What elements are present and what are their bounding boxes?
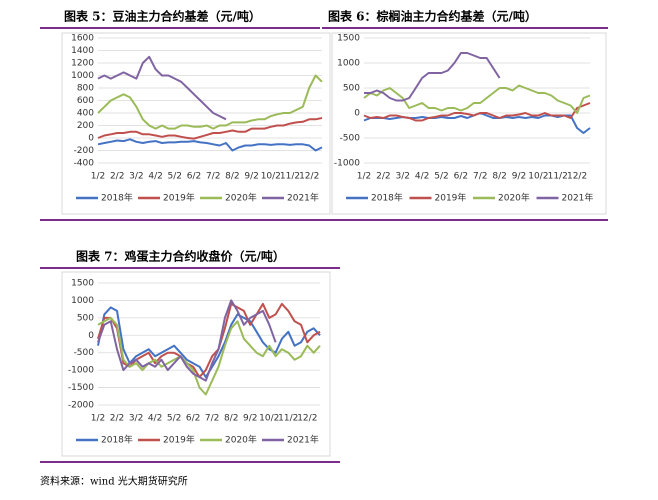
y-tick-label: 0 [88,134,94,144]
legend-label: 2019年 [163,434,195,446]
x-tick-label: 4/2 [148,414,162,424]
y-tick-label: -400 [74,159,95,169]
legend-label: 2021年 [287,434,319,446]
source: 资料来源：wind 光大期货研究所 [40,475,188,488]
x-tick-label: 1/2 [357,172,371,182]
x-tick-label: 1/2 [91,172,105,182]
x-tick-label: 9/2 [512,172,526,182]
x-tick-label: 5/2 [168,172,182,182]
x-tick-label: 3/2 [129,172,143,182]
legend-label: 2020年 [225,434,257,446]
x-tick-label: 6/2 [454,172,468,182]
y-tick-label: 1500 [71,279,94,289]
y-tick-label: -1500 [68,383,94,393]
series-line [97,117,323,140]
x-tick-label: 11/2 [280,172,300,182]
series-line [97,138,323,152]
series-line [363,102,591,122]
y-tick-label: -500 [340,134,361,144]
y-tick-label: 1200 [71,59,94,69]
y-tick-label: 1400 [71,46,94,56]
x-tick-label: 2/2 [110,172,124,182]
y-tick-label: 1500 [337,34,360,44]
x-tick-label: 9/2 [243,414,257,424]
chart-title: 图表 7：鸡蛋主力合约收盘价（元/吨） [76,249,285,264]
x-tick-label: 12/2 [299,172,319,182]
x-tick-label: 3/2 [396,172,410,182]
y-tick-label: 200 [77,121,94,131]
y-tick-label: 1600 [71,34,94,44]
y-tick-label: 0 [88,331,94,341]
y-tick-label: 600 [77,96,94,106]
y-tick-label: -200 [74,146,95,156]
legend-label: 2021年 [287,192,319,204]
x-tick-label: 6/2 [187,172,201,182]
legend-label: 2019年 [163,192,195,204]
x-tick-label: 5/2 [167,414,181,424]
y-tick-label: 1000 [337,59,360,69]
x-tick-label: 11/2 [278,414,298,424]
x-tick-label: 11/2 [548,172,568,182]
y-tick-label: 400 [77,109,94,119]
x-tick-label: 12/2 [567,172,587,182]
series-line [363,84,591,114]
x-tick-label: 10/2 [259,414,279,424]
x-tick-label: 4/2 [148,172,162,182]
x-tick-label: 2/2 [376,172,390,182]
x-tick-label: 7/2 [205,414,219,424]
chart-frame [61,271,331,457]
y-tick-label: 1000 [71,71,94,81]
series-line [97,299,277,382]
x-tick-label: 12/2 [297,414,317,424]
x-tick-label: 10/2 [528,172,548,182]
legend-label: 2021年 [562,192,594,204]
y-tick-label: 500 [343,84,360,94]
legend-label: 2019年 [435,192,467,204]
y-tick-label: 500 [77,313,94,323]
legend-label: 2020年 [225,192,257,204]
series-line [97,316,321,396]
chart-title: 图表 5：豆油主力合约基差（元/吨） [64,9,261,24]
y-tick-label: 800 [77,84,94,94]
x-tick-label: 5/2 [434,172,448,182]
x-tick-label: 8/2 [225,172,239,182]
x-tick-label: 6/2 [186,414,200,424]
legend-label: 2018年 [101,434,133,446]
legend-label: 2018年 [101,192,133,204]
legend-label: 2018年 [371,192,403,204]
series-line [97,74,323,130]
y-tick-label: -2000 [68,401,94,411]
chart-frame [61,32,331,215]
series-line [97,55,227,121]
y-tick-label: 1000 [71,296,94,306]
x-tick-label: 8/2 [224,414,238,424]
x-tick-label: 4/2 [415,172,429,182]
y-tick-label: -1000 [68,366,94,376]
x-tick-label: 8/2 [492,172,506,182]
y-tick-label: 0 [354,109,360,119]
x-tick-label: 9/2 [244,172,258,182]
x-tick-label: 7/2 [206,172,220,182]
x-tick-label: 1/2 [91,414,105,424]
y-tick-label: -1000 [334,159,360,169]
chart-title: 图表 6：棕榈油主力合约基差（元/吨） [328,9,537,24]
chart-frame [331,32,607,215]
x-tick-label: 3/2 [129,414,143,424]
y-tick-label: -500 [74,348,95,358]
series-line [364,52,501,102]
x-tick-label: 2/2 [110,414,124,424]
x-tick-label: 10/2 [261,172,281,182]
legend-label: 2020年 [498,192,530,204]
x-tick-label: 7/2 [473,172,487,182]
